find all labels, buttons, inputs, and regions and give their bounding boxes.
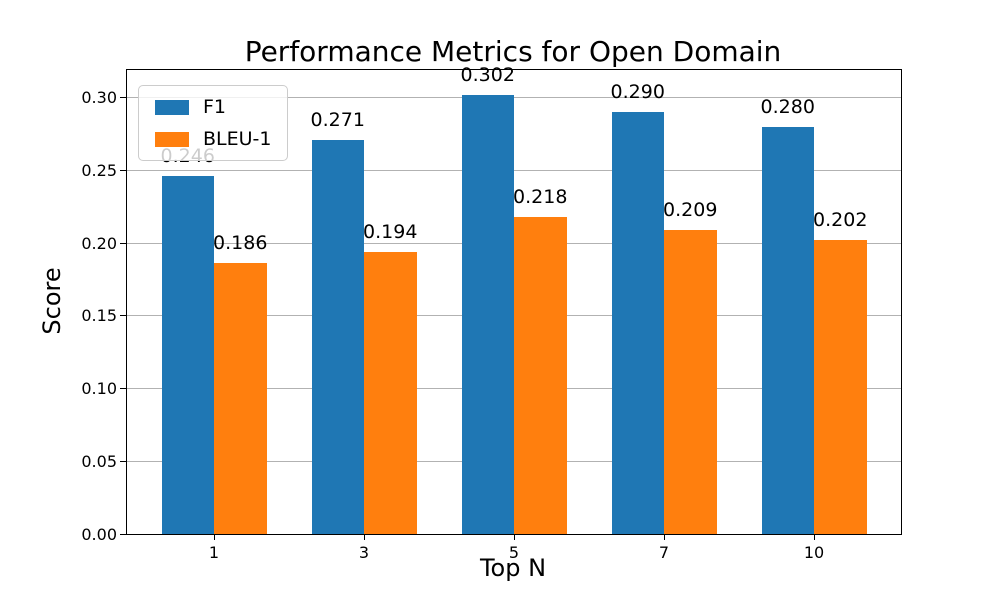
- bar-value-label-f1-10: 0.280: [760, 95, 815, 118]
- legend-entry-f1: F1: [155, 96, 271, 118]
- bar-bleu-1-3: [364, 251, 417, 534]
- y-tick-mark-0.30: [120, 97, 127, 99]
- y-tick-label-0.00: 0.00: [81, 524, 117, 544]
- legend-swatch-f1: [155, 99, 189, 115]
- bar-value-label-bleu-1-3: 0.194: [363, 220, 418, 243]
- bar-value-label-bleu-1-10: 0.202: [813, 209, 868, 232]
- bar-value-label-f1-5: 0.302: [460, 63, 515, 86]
- bar-f1-1: [161, 176, 214, 534]
- y-tick-label-0.25: 0.25: [81, 160, 117, 180]
- x-tick-mark-3: [363, 534, 365, 540]
- y-tick-mark-0.10: [120, 388, 127, 390]
- chart-title: Performance Metrics for Open Domain: [244, 35, 782, 68]
- legend-label-f1: F1: [203, 96, 227, 118]
- y-tick-mark-0.20: [120, 242, 127, 244]
- x-tick-mark-5: [513, 534, 515, 540]
- y-tick-label-0.10: 0.10: [81, 379, 117, 399]
- x-tick-label-7: 7: [658, 543, 670, 562]
- bar-f1-7: [611, 112, 664, 534]
- y-tick-mark-0.15: [120, 315, 127, 317]
- legend-swatch-bleu-1: [155, 131, 189, 147]
- x-tick-mark-7: [663, 534, 665, 540]
- x-tick-mark-10: [813, 534, 815, 540]
- x-axis-label: Top N: [479, 554, 547, 582]
- bar-f1-5: [461, 94, 514, 534]
- bar-bleu-1-1: [214, 263, 267, 534]
- bar-bleu-1-10: [814, 240, 867, 534]
- y-tick-label-0.30: 0.30: [81, 88, 117, 108]
- bar-value-label-f1-7: 0.290: [610, 81, 665, 104]
- bar-value-label-bleu-1-1: 0.186: [213, 232, 268, 255]
- bar-f1-10: [761, 126, 814, 534]
- x-tick-label-10: 10: [803, 543, 825, 562]
- gridline-y-0.25: [127, 169, 901, 171]
- bar-value-label-bleu-1-7: 0.209: [663, 199, 718, 221]
- bar-value-label-f1-3: 0.271: [310, 108, 365, 131]
- x-tick-label-3: 3: [358, 543, 370, 562]
- y-tick-label-0.20: 0.20: [81, 233, 117, 253]
- x-tick-label-5: 5: [508, 543, 520, 562]
- bar-value-label-bleu-1-5: 0.218: [513, 185, 568, 208]
- y-tick-label-0.15: 0.15: [81, 306, 117, 326]
- gridline-y-0.30: [127, 97, 901, 99]
- y-tick-mark-0.00: [120, 533, 127, 535]
- y-tick-mark-0.25: [120, 169, 127, 171]
- bar-f1-3: [311, 139, 364, 534]
- y-tick-label-0.05: 0.05: [81, 451, 117, 471]
- legend-entry-bleu-1: BLEU-1: [155, 128, 271, 150]
- plot-area: 0.2460.2710.3020.2900.2800.1860.1940.218…: [81, 65, 902, 562]
- bar-bleu-1-5: [514, 216, 567, 534]
- x-tick-label-1: 1: [208, 543, 220, 562]
- legend: F1 BLEU-1: [138, 85, 289, 161]
- legend-label-bleu-1: BLEU-1: [203, 128, 272, 150]
- bar-bleu-1-7: [664, 230, 717, 534]
- y-tick-mark-0.05: [120, 460, 127, 462]
- x-tick-mark-1: [213, 534, 215, 540]
